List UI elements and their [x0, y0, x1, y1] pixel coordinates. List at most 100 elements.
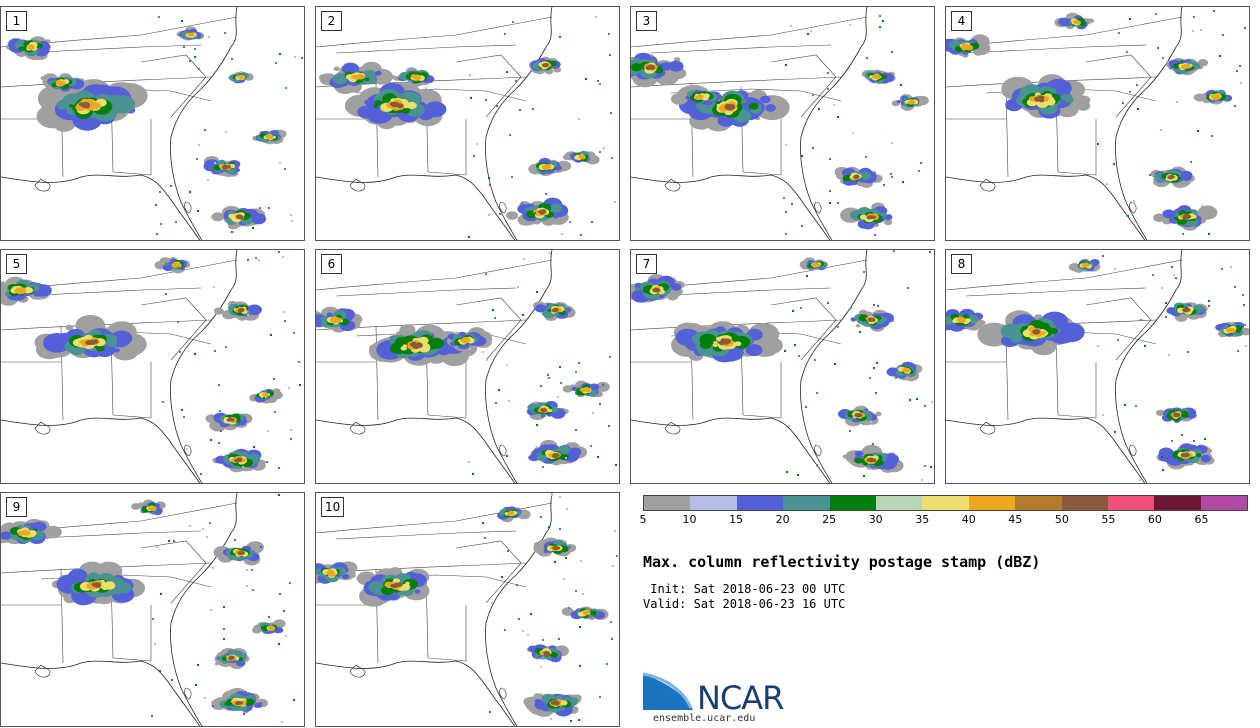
- reflectivity-cell: [883, 184, 885, 186]
- reflectivity-cell: [866, 57, 868, 59]
- reflectivity-cell: [267, 430, 269, 432]
- reflectivity-cell: [853, 175, 859, 179]
- reflectivity-cell: [536, 446, 538, 448]
- reflectivity-cell: [1182, 453, 1189, 458]
- reflectivity-cell: [210, 439, 212, 441]
- reflectivity-cell: [1152, 274, 1154, 276]
- reflectivity-cell: [1140, 319, 1142, 321]
- reflectivity-cell: [550, 406, 559, 413]
- reflectivity-cell: [56, 100, 69, 110]
- reflectivity-cell: [237, 215, 244, 220]
- reflectivity-cell: [591, 221, 593, 223]
- reflectivity-cell: [553, 308, 559, 312]
- reflectivity-cell: [575, 371, 577, 373]
- reflectivity-cell: [1170, 67, 1172, 69]
- reflectivity-cell: [268, 207, 270, 209]
- reflectivity-cell: [868, 458, 874, 462]
- reflectivity-cell: [194, 56, 196, 58]
- reflectivity-cell: [580, 234, 582, 236]
- reflectivity-cell: [1160, 177, 1162, 179]
- reflectivity-cell: [231, 58, 233, 60]
- reflectivity-cell: [720, 112, 726, 116]
- reflectivity-cell: [496, 105, 498, 107]
- reflectivity-cell: [1194, 93, 1206, 102]
- reflectivity-cell: [175, 221, 177, 223]
- reflectivity-cell: [788, 425, 790, 427]
- reflectivity-cell: [515, 80, 517, 82]
- reflectivity-cell: [482, 351, 484, 353]
- reflectivity-cell: [895, 377, 897, 379]
- ensemble-member-panel: 9: [0, 492, 305, 727]
- reflectivity-cell: [259, 207, 261, 209]
- reflectivity-cell: [1222, 34, 1224, 36]
- reflectivity-cell: [874, 234, 876, 236]
- reflectivity-cell: [283, 311, 285, 313]
- reflectivity-cell: [523, 258, 525, 260]
- member-number-label: 3: [636, 11, 657, 31]
- reflectivity-cell: [469, 348, 471, 350]
- reflectivity-cell: [1133, 200, 1135, 202]
- reflectivity-cell: [1204, 438, 1206, 440]
- reflectivity-cell: [375, 70, 382, 76]
- reflectivity-cell: [671, 92, 688, 105]
- reflectivity-cell: [266, 134, 272, 139]
- reflectivity-cell: [198, 144, 200, 146]
- reflectivity-cell: [575, 429, 577, 431]
- reflectivity-cell: [532, 108, 534, 110]
- reflectivity-cell: [794, 344, 796, 346]
- reflectivity-cell: [902, 181, 904, 183]
- reflectivity-cell: [1117, 339, 1119, 341]
- reflectivity-cell: [96, 582, 101, 586]
- reflectivity-cell: [519, 109, 521, 111]
- reflectivity-cell: [1193, 440, 1195, 442]
- reflectivity-cell: [870, 421, 872, 423]
- reflectivity-cell: [115, 581, 132, 594]
- reflectivity-cell: [579, 388, 586, 392]
- reflectivity-cell: [204, 129, 206, 131]
- reflectivity-cell: [961, 44, 968, 49]
- reflectivity-cell: [791, 203, 793, 205]
- reflectivity-cell: [902, 368, 907, 372]
- reflectivity-cell: [511, 176, 513, 178]
- reflectivity-cell: [818, 108, 820, 110]
- reflectivity-cell: [225, 131, 227, 133]
- reflectivity-cell: [609, 54, 611, 56]
- reflectivity-cell: [88, 572, 100, 581]
- reflectivity-cell: [1087, 18, 1095, 24]
- reflectivity-cell: [837, 202, 839, 204]
- reflectivity-cell: [392, 103, 397, 107]
- reflectivity-cell: [255, 257, 257, 259]
- ensemble-member-panel: 5: [0, 249, 305, 484]
- reflectivity-cell: [488, 214, 490, 216]
- reflectivity-cell: [242, 466, 244, 468]
- reflectivity-cell: [875, 392, 877, 394]
- reflectivity-cell: [1213, 10, 1215, 12]
- reflectivity-cell: [855, 324, 861, 328]
- reflectivity-cell: [890, 173, 892, 175]
- reflectivity-cell: [854, 450, 864, 457]
- reflectivity-cell: [952, 319, 958, 323]
- reflectivity-cell: [1097, 143, 1099, 145]
- reflectivity-cell: [332, 73, 348, 85]
- reflectivity-cell: [738, 350, 744, 355]
- reflectivity-cell: [21, 287, 27, 292]
- reflectivity-cell: [1178, 211, 1184, 215]
- reflectivity-cell: [699, 333, 717, 347]
- reflectivity-cell: [485, 99, 487, 101]
- reflectivity-cell: [364, 77, 370, 82]
- reflectivity-cell: [805, 406, 807, 408]
- reflectivity-cell: [920, 162, 922, 164]
- reflectivity-cell: [1033, 329, 1039, 333]
- reflectivity-cell: [827, 88, 829, 90]
- reflectivity-cell: [597, 80, 599, 82]
- reflectivity-cell: [977, 319, 986, 326]
- reflectivity-cell: [542, 313, 544, 315]
- reflectivity-cell: [541, 408, 546, 412]
- reflectivity-cell: [967, 45, 974, 50]
- reflectivity-cell: [549, 252, 551, 254]
- reflectivity-cell: [599, 403, 601, 405]
- reflectivity-cell: [284, 320, 286, 322]
- reflectivity-cell: [785, 144, 787, 146]
- reflectivity-cell: [631, 63, 643, 72]
- reflectivity-cell: [595, 16, 597, 18]
